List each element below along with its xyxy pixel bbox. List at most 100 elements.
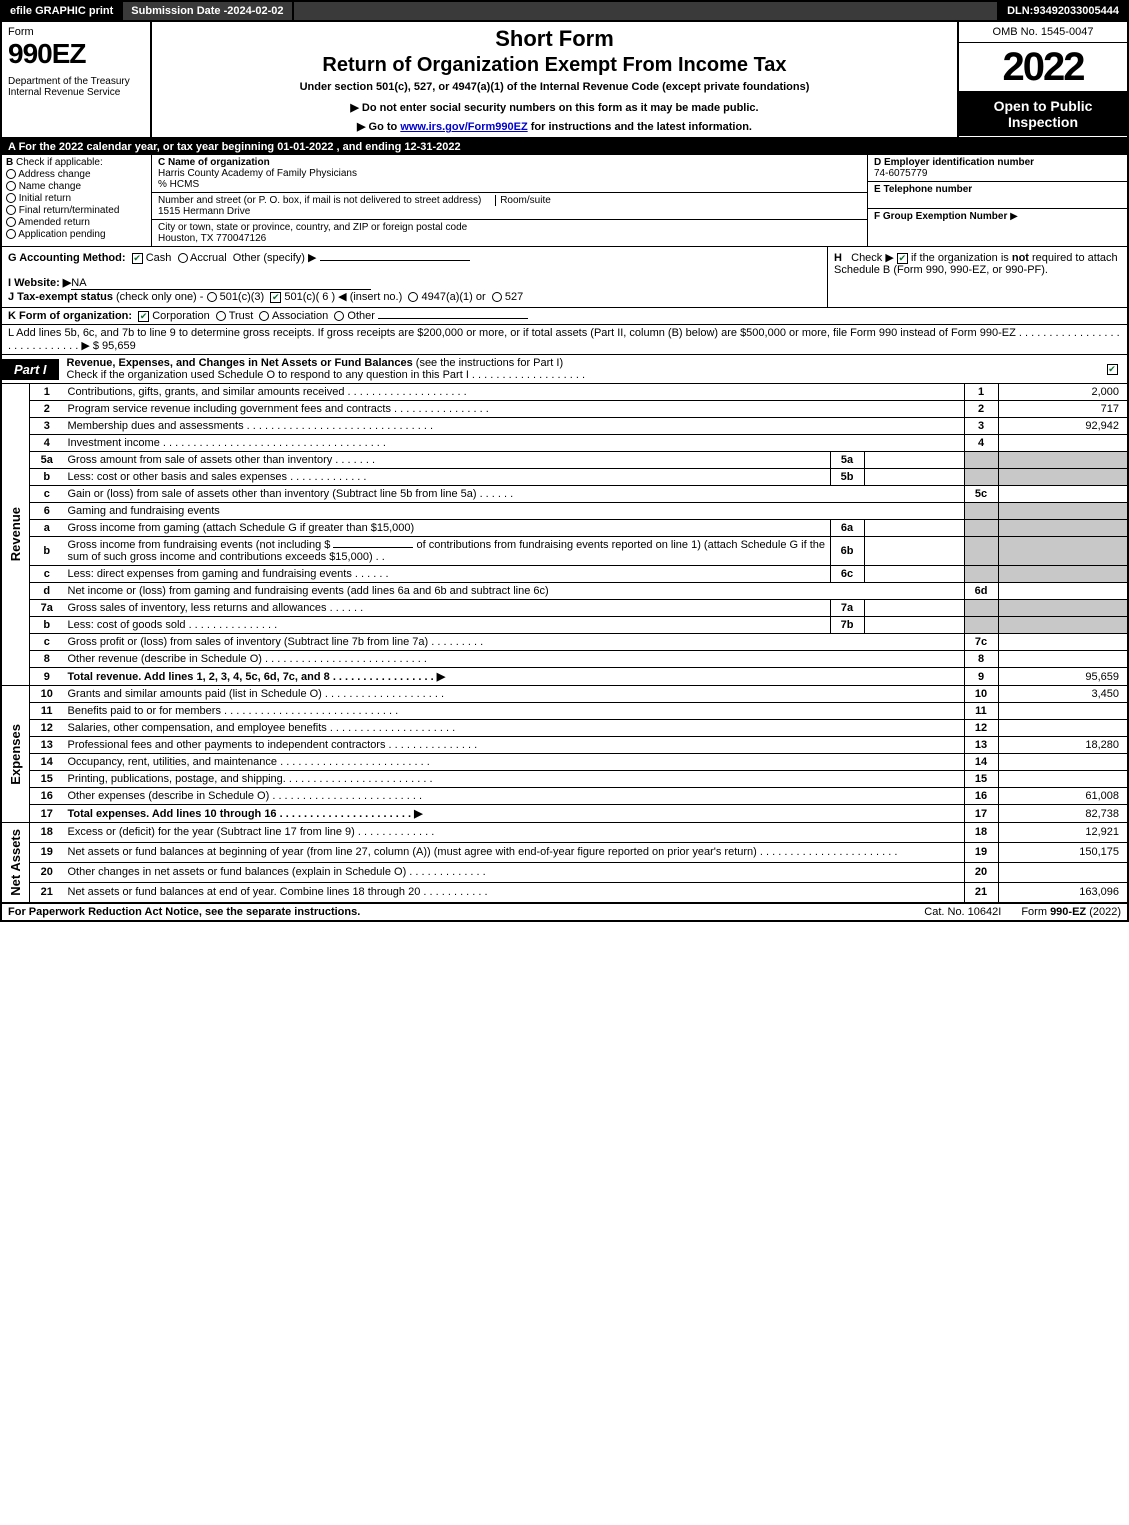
- checkbox-schedule-b[interactable]: [897, 253, 908, 264]
- radio-527[interactable]: [492, 292, 502, 302]
- row-1-val: 2,000: [998, 384, 1128, 401]
- radio-4947[interactable]: [408, 292, 418, 302]
- checkbox-corporation[interactable]: [138, 311, 149, 322]
- form-label: Form: [8, 26, 144, 38]
- row-18-val: 12,921: [998, 823, 1128, 843]
- checkbox-association[interactable]: [259, 311, 269, 321]
- checkbox-application-pending[interactable]: Application pending: [6, 229, 147, 240]
- row-10-num: 10: [30, 686, 64, 703]
- k-other-input[interactable]: [378, 318, 528, 319]
- opt-amended-return: Amended return: [18, 217, 90, 228]
- row-2-num: 2: [30, 401, 64, 418]
- footer-left: For Paperwork Reduction Act Notice, see …: [8, 906, 904, 918]
- row-5a-num: 5a: [30, 452, 64, 469]
- row-7b-num: b: [30, 617, 64, 634]
- row-2: 2 Program service revenue including gove…: [1, 401, 1128, 418]
- submission-date-cell: Submission Date - 2024-02-02: [123, 2, 293, 20]
- row-5a-desc: Gross amount from sale of assets other t…: [64, 452, 831, 469]
- radio-501c3[interactable]: [207, 292, 217, 302]
- k-assoc: Association: [272, 310, 328, 322]
- row-12-num: 12: [30, 720, 64, 737]
- radio-501c[interactable]: [270, 292, 281, 303]
- row-17-desc: Total expenses. Add lines 10 through 16 …: [64, 805, 965, 823]
- ssn-note: ▶ Do not enter social security numbers o…: [162, 101, 947, 114]
- row-6b-subval[interactable]: [864, 537, 964, 566]
- irs-link[interactable]: www.irs.gov/Form990EZ: [400, 121, 527, 133]
- checkbox-trust[interactable]: [216, 311, 226, 321]
- row-6c-subval[interactable]: [864, 566, 964, 583]
- row-10: Expenses 10 Grants and similar amounts p…: [1, 686, 1128, 703]
- row-6c-sub: 6c: [830, 566, 864, 583]
- city-cell: City or town, state or province, country…: [152, 220, 867, 246]
- row-9-desc: Total revenue. Add lines 1, 2, 3, 4, 5c,…: [64, 668, 965, 686]
- row-7a-val-shade: [998, 600, 1128, 617]
- row-9-num: 9: [30, 668, 64, 686]
- row-21-box: 21: [964, 882, 998, 902]
- row-15-box: 15: [964, 771, 998, 788]
- link-pre: ▶ Go to: [357, 121, 400, 133]
- row-7c-desc: Gross profit or (loss) from sales of inv…: [64, 634, 965, 651]
- checkbox-amended-return[interactable]: Amended return: [6, 217, 147, 228]
- top-bar: efile GRAPHIC print Submission Date - 20…: [0, 0, 1129, 22]
- row-3-box: 3: [964, 418, 998, 435]
- row-6b-val-shade: [998, 537, 1128, 566]
- accounting-block: G Accounting Method: Cash Accrual Other …: [0, 247, 1129, 308]
- row-17: 17 Total expenses. Add lines 10 through …: [1, 805, 1128, 823]
- street-label: Number and street (or P. O. box, if mail…: [158, 195, 481, 206]
- row-7a-subval[interactable]: [864, 600, 964, 617]
- g-other-input[interactable]: [320, 260, 470, 261]
- expenses-side-label: Expenses: [1, 686, 30, 823]
- website-value: NA: [71, 277, 86, 289]
- row-18-num: 18: [30, 823, 64, 843]
- checkbox-name-change[interactable]: Name change: [6, 181, 147, 192]
- row-19: 19 Net assets or fund balances at beginn…: [1, 842, 1128, 862]
- row-5b-subval[interactable]: [864, 469, 964, 486]
- row-5b-sub: 5b: [830, 469, 864, 486]
- g-accrual: Accrual: [190, 252, 227, 264]
- row-15: 15 Printing, publications, postage, and …: [1, 771, 1128, 788]
- checkbox-schedule-o[interactable]: [1107, 364, 1118, 375]
- checkbox-final-return[interactable]: Final return/terminated: [6, 205, 147, 216]
- checkbox-initial-return[interactable]: Initial return: [6, 193, 147, 204]
- row-6b-desc: Gross income from fundraising events (no…: [64, 537, 831, 566]
- row-17-box: 17: [964, 805, 998, 823]
- form-header: Form 990EZ Department of the Treasury In…: [0, 22, 1129, 139]
- row-12-val: [998, 720, 1128, 737]
- row-5c-desc: Gain or (loss) from sale of assets other…: [64, 486, 965, 503]
- footer-form-post: (2022): [1086, 906, 1121, 918]
- row-8: 8 Other revenue (describe in Schedule O)…: [1, 651, 1128, 668]
- row-5c-num: c: [30, 486, 64, 503]
- row-6b-amount-input[interactable]: [333, 547, 413, 548]
- row-15-desc: Printing, publications, postage, and shi…: [64, 771, 965, 788]
- row-7a-sub: 7a: [830, 600, 864, 617]
- row-5c: c Gain or (loss) from sale of assets oth…: [1, 486, 1128, 503]
- row-7a-num: 7a: [30, 600, 64, 617]
- checkbox-cash[interactable]: [132, 253, 143, 264]
- row-5a-subval[interactable]: [864, 452, 964, 469]
- j-4947: 4947(a)(1) or: [421, 291, 485, 303]
- row-2-val: 717: [998, 401, 1128, 418]
- row-20: 20 Other changes in net assets or fund b…: [1, 862, 1128, 882]
- row-3-desc: Membership dues and assessments . . . . …: [64, 418, 965, 435]
- row-6b: b Gross income from fundraising events (…: [1, 537, 1128, 566]
- row-4-box: 4: [964, 435, 998, 452]
- row-7c: c Gross profit or (loss) from sales of i…: [1, 634, 1128, 651]
- efile-print-label[interactable]: efile GRAPHIC print: [2, 2, 123, 20]
- row-8-box: 8: [964, 651, 998, 668]
- row-1-num: 1: [30, 384, 64, 401]
- row-5c-val: [998, 486, 1128, 503]
- row-6c-desc: Less: direct expenses from gaming and fu…: [64, 566, 831, 583]
- row-6-box-shade: [964, 503, 998, 520]
- section-k: K Form of organization: Corporation Trus…: [0, 308, 1129, 325]
- checkbox-other[interactable]: [334, 311, 344, 321]
- row-7b-val-shade: [998, 617, 1128, 634]
- row-6: 6 Gaming and fundraising events: [1, 503, 1128, 520]
- checkbox-accrual[interactable]: [178, 253, 188, 263]
- row-14-box: 14: [964, 754, 998, 771]
- part1-table: Revenue 1 Contributions, gifts, grants, …: [0, 384, 1129, 903]
- row-7b-subval[interactable]: [864, 617, 964, 634]
- row-6a-subval[interactable]: [864, 520, 964, 537]
- i-label: I Website: ▶: [8, 277, 71, 289]
- checkbox-address-change[interactable]: Address change: [6, 169, 147, 180]
- tax-year: 2022: [959, 43, 1127, 91]
